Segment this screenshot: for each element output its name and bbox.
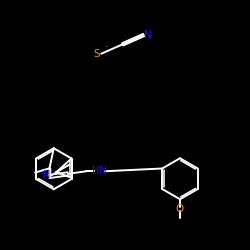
Text: N⁺: N⁺: [43, 170, 56, 180]
Text: O: O: [176, 204, 184, 214]
Text: ⁻: ⁻: [105, 44, 109, 53]
Text: HN: HN: [92, 166, 107, 176]
Text: N: N: [144, 30, 152, 40]
Text: S: S: [94, 49, 100, 59]
